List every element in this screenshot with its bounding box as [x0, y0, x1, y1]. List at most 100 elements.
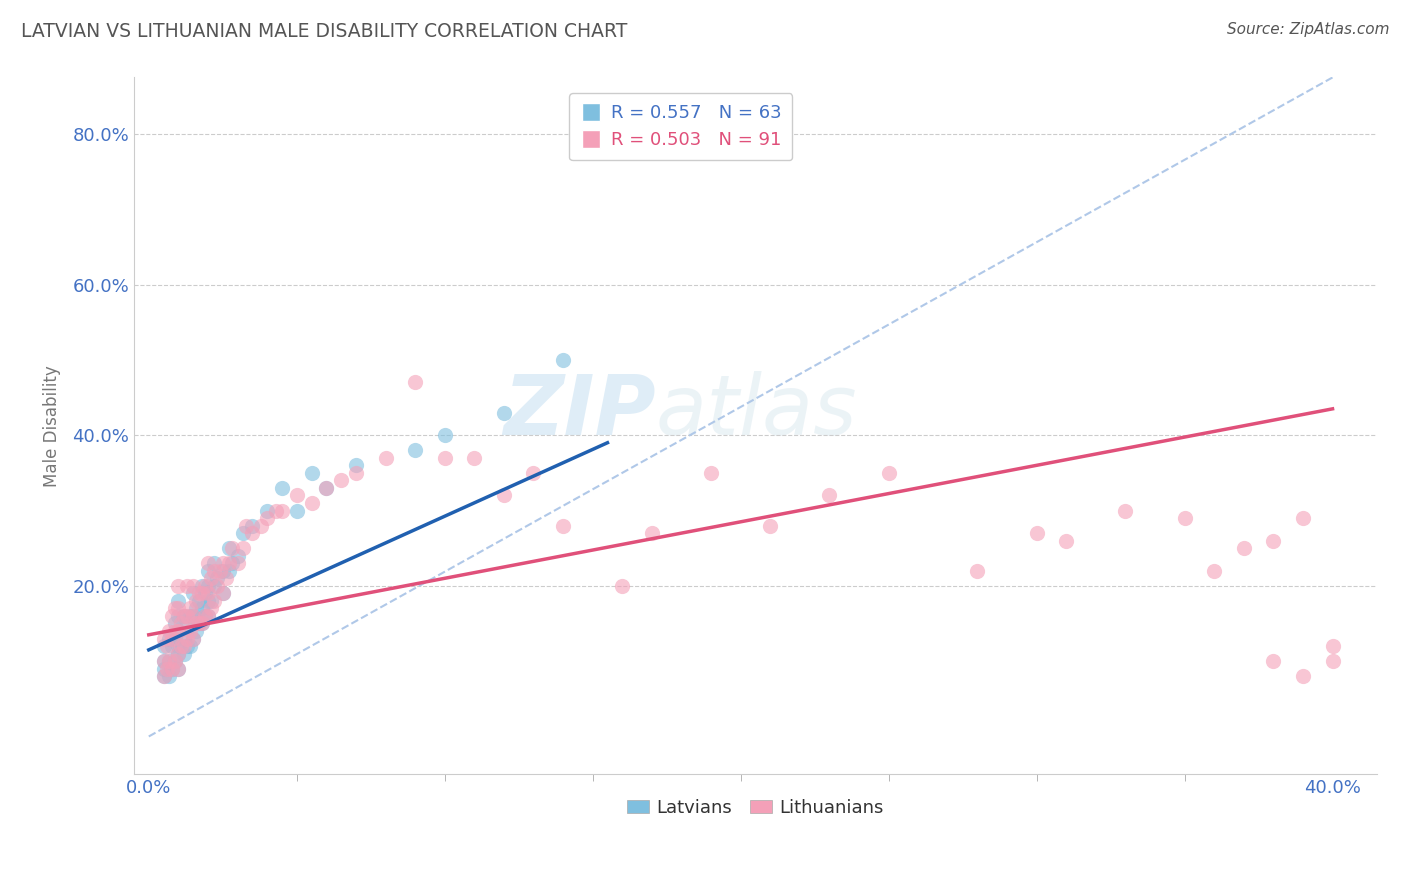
Point: [167, 594, 190, 608]
Point: [159, 654, 181, 668]
Point: [285, 488, 308, 502]
Point: [170, 616, 193, 631]
Point: [167, 609, 190, 624]
Point: [1292, 669, 1315, 683]
Point: [197, 609, 219, 624]
Point: [433, 450, 456, 465]
Point: [194, 609, 217, 624]
Point: [208, 564, 231, 578]
Point: [165, 654, 187, 668]
Point: [759, 518, 782, 533]
Point: [285, 503, 308, 517]
Point: [184, 594, 207, 608]
Point: [1174, 511, 1197, 525]
Point: [700, 466, 723, 480]
Point: [170, 639, 193, 653]
Point: [197, 586, 219, 600]
Point: [330, 474, 353, 488]
Point: [197, 556, 219, 570]
Point: [226, 556, 249, 570]
Point: [256, 511, 278, 525]
Point: [173, 639, 195, 653]
Point: [165, 624, 187, 638]
Point: [1263, 533, 1285, 548]
Point: [173, 609, 195, 624]
Point: [205, 579, 228, 593]
Point: [1233, 541, 1256, 556]
Point: [167, 647, 190, 661]
Text: atlas: atlas: [657, 371, 858, 452]
Point: [232, 526, 254, 541]
Point: [433, 428, 456, 442]
Text: ZIP: ZIP: [503, 371, 657, 452]
Point: [197, 564, 219, 578]
Point: [184, 616, 207, 631]
Point: [200, 601, 222, 615]
Point: [264, 503, 287, 517]
Point: [404, 376, 426, 390]
Point: [240, 526, 263, 541]
Point: [173, 609, 195, 624]
Point: [191, 601, 214, 615]
Point: [1322, 639, 1344, 653]
Text: Source: ZipAtlas.com: Source: ZipAtlas.com: [1226, 22, 1389, 37]
Point: [197, 579, 219, 593]
Point: [211, 564, 233, 578]
Point: [165, 654, 187, 668]
Point: [1025, 526, 1047, 541]
Point: [211, 586, 233, 600]
Point: [301, 496, 323, 510]
Point: [492, 488, 515, 502]
Point: [877, 466, 900, 480]
Point: [152, 669, 174, 683]
Point: [165, 632, 187, 646]
Point: [191, 616, 214, 631]
Point: [159, 654, 181, 668]
Point: [188, 616, 211, 631]
Point: [184, 624, 207, 638]
Point: [200, 571, 222, 585]
Point: [155, 639, 177, 653]
Point: [344, 458, 367, 473]
Point: [191, 586, 214, 600]
Point: [211, 556, 233, 570]
Point: [492, 406, 515, 420]
Point: [152, 632, 174, 646]
Point: [215, 571, 238, 585]
Point: [641, 526, 664, 541]
Point: [162, 639, 184, 653]
Point: [1292, 511, 1315, 525]
Point: [218, 564, 240, 578]
Point: [218, 556, 240, 570]
Point: [256, 503, 278, 517]
Point: [176, 609, 198, 624]
Point: [1054, 533, 1077, 548]
Point: [167, 624, 190, 638]
Point: [240, 518, 263, 533]
Point: [184, 601, 207, 615]
Point: [179, 639, 201, 653]
Point: [167, 662, 190, 676]
Point: [1322, 654, 1344, 668]
Point: [271, 481, 294, 495]
Point: [202, 564, 225, 578]
Point: [176, 632, 198, 646]
Point: [155, 662, 177, 676]
Point: [191, 579, 214, 593]
Text: LATVIAN VS LITHUANIAN MALE DISABILITY CORRELATION CHART: LATVIAN VS LITHUANIAN MALE DISABILITY CO…: [21, 22, 627, 41]
Point: [404, 443, 426, 458]
Point: [202, 594, 225, 608]
Point: [159, 624, 181, 638]
Point: [179, 601, 201, 615]
Point: [966, 564, 988, 578]
Point: [202, 556, 225, 570]
Point: [159, 632, 181, 646]
Point: [194, 586, 217, 600]
Point: [551, 518, 574, 533]
Point: [221, 556, 243, 570]
Point: [188, 616, 211, 631]
Point: [162, 662, 184, 676]
Point: [612, 579, 634, 593]
Point: [197, 594, 219, 608]
Y-axis label: Male Disability: Male Disability: [44, 365, 60, 487]
